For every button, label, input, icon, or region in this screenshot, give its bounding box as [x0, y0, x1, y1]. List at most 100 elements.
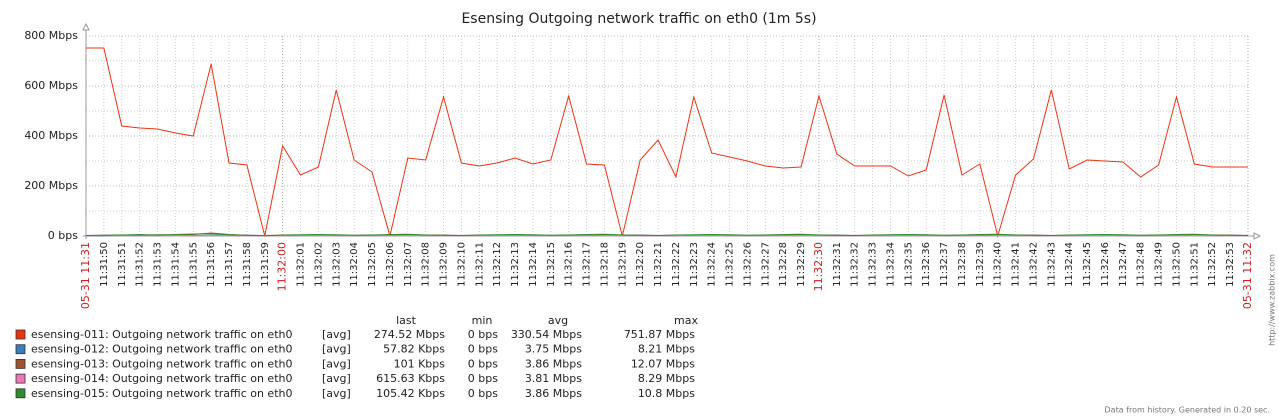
x-tick-label: 11:32:28: [778, 242, 789, 287]
x-tick-label: 11:32:13: [510, 242, 521, 287]
legend-min: 0 bps: [468, 372, 498, 385]
legend-min: 0 bps: [468, 328, 498, 341]
x-tick-label: 11:32:40: [993, 242, 1004, 287]
y-tick-label: 0 bps: [48, 229, 78, 242]
x-tick-label: 11:32:26: [742, 242, 753, 287]
y-tick-label: 400 Mbps: [24, 129, 78, 142]
legend-last: 105.42 Kbps: [376, 387, 445, 400]
x-tick-label: 11:32:03: [331, 242, 342, 287]
x-tick-label: 11:32:32: [850, 242, 861, 287]
x-tick-label: 11:32:46: [1100, 242, 1111, 287]
axis-arrow: [82, 22, 90, 31]
legend-last: 274.52 Mbps: [374, 328, 445, 341]
x-tick-label: 11:32:42: [1028, 242, 1039, 287]
x-tick-label: 11:32:08: [421, 242, 432, 287]
x-tick-label: 11:32:15: [546, 242, 557, 287]
legend-header: last: [396, 314, 417, 327]
x-tick-label: 11:31:51: [117, 242, 128, 287]
x-tick-label: 11:31:58: [242, 242, 253, 287]
legend-function: [avg]: [322, 328, 351, 341]
x-tick-label: 11:32:14: [528, 242, 539, 287]
chart-title: Esensing Outgoing network traffic on eth…: [461, 11, 816, 27]
x-tick-label: 11:32:25: [725, 242, 736, 287]
x-tick-label: 11:32:31: [832, 242, 843, 287]
legend-avg: 3.86 Mbps: [525, 357, 582, 370]
x-tick-label: 11:32:45: [1082, 242, 1093, 287]
legend-header: max: [674, 314, 698, 327]
x-tick-label: 11:32:49: [1154, 242, 1165, 287]
x-tick-label: 11:32:37: [939, 242, 950, 287]
legend-function: [avg]: [322, 357, 351, 370]
legend-swatch: [15, 358, 26, 369]
x-tick-label-major: 11:32:30: [812, 242, 825, 291]
legend-function: [avg]: [322, 372, 351, 385]
x-tick-label: 11:32:35: [903, 242, 914, 287]
x-tick-label: 11:31:57: [224, 242, 235, 287]
x-tick-label: 11:32:41: [1011, 242, 1022, 287]
x-tick-label: 11:31:59: [260, 242, 271, 287]
legend-header: avg: [548, 314, 568, 327]
x-tick-label: 11:32:17: [582, 242, 593, 287]
y-tick-label: 600 Mbps: [24, 79, 78, 92]
x-tick-label-major: 05-31 11:31: [79, 242, 92, 309]
x-tick-label: 11:32:43: [1046, 242, 1057, 287]
legend-function: [avg]: [322, 387, 351, 400]
x-tick-label: 11:32:36: [921, 242, 932, 287]
x-tick-label: 11:32:09: [439, 242, 450, 287]
x-tick-label: 11:32:53: [1225, 242, 1236, 287]
x-tick-label: 11:31:50: [99, 242, 110, 287]
legend-avg: 330.54 Mbps: [511, 328, 582, 341]
legend-name: esensing-014: Outgoing network traffic o…: [31, 372, 292, 385]
x-tick-label: 11:32:16: [564, 242, 575, 287]
x-tick-label: 11:31:52: [135, 242, 146, 287]
x-tick-label: 11:32:38: [957, 242, 968, 287]
legend-function: [avg]: [322, 343, 351, 356]
legend-last: 57.82 Kbps: [383, 343, 445, 356]
legend-swatch: [15, 344, 26, 355]
x-tick-label: 11:32:21: [653, 242, 664, 287]
x-tick-label: 11:32:04: [349, 242, 360, 287]
x-tick-label: 11:32:06: [385, 242, 396, 287]
axis-arrow: [1253, 232, 1262, 240]
legend-min: 0 bps: [468, 343, 498, 356]
legend-max: 8.21 Mbps: [638, 343, 695, 356]
x-tick-label: 11:31:56: [206, 242, 217, 287]
x-tick-label: 11:32:27: [760, 242, 771, 287]
x-tick-label-major: 11:32:00: [276, 242, 289, 291]
x-tick-label: 11:32:52: [1207, 242, 1218, 287]
series-line: [86, 47, 1248, 238]
x-tick-label: 11:32:50: [1171, 242, 1182, 287]
x-tick-label: 11:32:47: [1118, 242, 1129, 287]
x-tick-label-major: 05-31 11:32: [1241, 242, 1254, 309]
legend-swatch: [15, 388, 26, 399]
x-tick-label: 11:32:07: [403, 242, 414, 287]
x-tick-label: 11:32:51: [1189, 242, 1200, 287]
legend-max: 12.07 Mbps: [631, 357, 695, 370]
x-tick-label: 11:32:10: [456, 242, 467, 287]
x-tick-label: 11:32:02: [313, 242, 324, 287]
x-tick-label: 11:32:33: [868, 242, 879, 287]
x-tick-label: 11:32:48: [1136, 242, 1147, 287]
x-tick-label: 11:32:19: [617, 242, 628, 287]
legend-last: 101 Kbps: [394, 357, 446, 370]
x-tick-label: 11:32:23: [689, 242, 700, 287]
x-tick-label: 11:32:34: [885, 242, 896, 287]
legend-header: min: [472, 314, 493, 327]
legend-avg: 3.81 Mbps: [525, 372, 582, 385]
x-tick-label: 11:32:12: [492, 242, 503, 287]
legend-name: esensing-015: Outgoing network traffic o…: [31, 387, 292, 400]
legend-max: 751.87 Mbps: [624, 328, 695, 341]
side-text: http://www.zabbix.com: [1268, 254, 1277, 346]
legend-min: 0 bps: [468, 387, 498, 400]
footer: Data from history. Generated in 0.20 sec…: [1105, 406, 1270, 415]
legend-name: esensing-013: Outgoing network traffic o…: [31, 357, 292, 370]
x-tick-label: 11:31:55: [188, 242, 199, 287]
x-tick-label: 11:32:20: [635, 242, 646, 287]
x-tick-label: 11:32:24: [707, 242, 718, 287]
x-tick-label: 11:32:39: [975, 242, 986, 287]
x-tick-label: 11:32:29: [796, 242, 807, 287]
x-tick-label: 11:32:18: [599, 242, 610, 287]
y-tick-label: 200 Mbps: [24, 179, 78, 192]
